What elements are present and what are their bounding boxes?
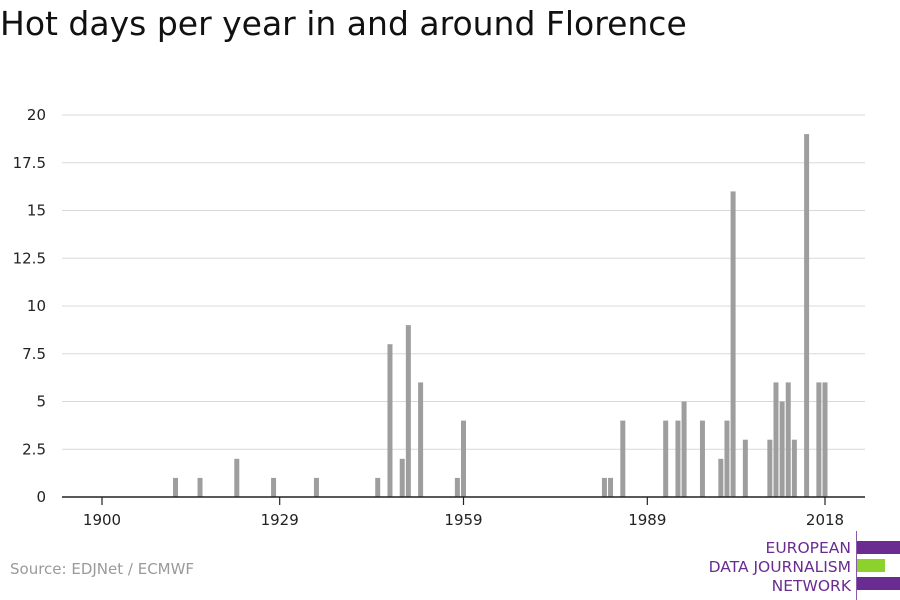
y-tick-label: 20: [27, 106, 46, 124]
bar: [405, 325, 411, 497]
bar: [724, 420, 730, 497]
source-note: Source: EDJNet / ECMWF: [10, 560, 195, 578]
bar: [601, 477, 607, 497]
logo-line-3: NETWORK: [771, 577, 851, 595]
bar: [399, 458, 405, 497]
bar: [742, 439, 748, 497]
bar-chart: 0 2.5 5 7.5 10 12.5 15 17.5 20 1900 1929 1959 1989 2…: [13, 106, 865, 529]
logo-line-1: EUROPEAN: [765, 539, 851, 557]
grid-lines: [62, 114, 865, 450]
logo-text: EUROPEAN DATA JOURNALISM NETWORK: [709, 539, 851, 596]
bar: [804, 134, 810, 497]
bar: [375, 477, 381, 497]
bar: [816, 382, 822, 497]
logo-line-2: DATA JOURNALISM: [708, 558, 851, 576]
bar: [822, 382, 828, 497]
x-tick-label: 1929: [261, 511, 299, 529]
chart-title: Hot days per year in and around Florence: [0, 4, 687, 43]
bar: [197, 477, 203, 497]
bars: [173, 134, 828, 497]
bar: [663, 420, 669, 497]
x-tick-label: 1959: [444, 511, 482, 529]
y-axis-labels: 0 2.5 5 7.5 10 12.5 15 17.5 20: [13, 106, 46, 506]
bar: [418, 382, 424, 497]
bar: [681, 401, 687, 497]
bar: [271, 477, 277, 497]
bar: [387, 344, 393, 497]
bar: [461, 420, 466, 497]
x-tick-label: 1989: [628, 511, 666, 529]
bar: [767, 439, 773, 497]
y-tick-label: 7.5: [22, 345, 46, 363]
y-tick-label: 15: [27, 202, 46, 220]
bar: [620, 420, 626, 497]
y-tick-label: 5: [36, 393, 46, 411]
bar: [773, 382, 779, 497]
x-axis: 1900 1929 1959 1989 2018: [62, 496, 865, 529]
logo-bar-top: [857, 541, 900, 554]
logo-bar-middle: [857, 559, 885, 572]
bar: [785, 382, 791, 497]
bar: [779, 401, 785, 497]
y-tick-label: 10: [27, 297, 46, 315]
bar: [699, 420, 705, 497]
logo-divider: [856, 531, 857, 600]
x-tick-label: 2018: [806, 511, 844, 529]
bar: [675, 420, 681, 497]
x-tick-label: 1900: [83, 511, 121, 529]
logo-bar-bottom: [857, 577, 900, 590]
bar: [313, 477, 319, 497]
y-tick-label: 12.5: [13, 249, 46, 267]
bar: [730, 191, 736, 497]
bar: [791, 439, 797, 497]
y-tick-label: 2.5: [22, 440, 46, 458]
bar: [234, 458, 240, 497]
bar: [454, 477, 460, 497]
bar: [718, 458, 724, 497]
y-tick-label: 17.5: [13, 154, 46, 172]
edjnet-logo: EUROPEAN DATA JOURNALISM NETWORK: [705, 531, 900, 600]
bar: [608, 477, 614, 497]
bar: [173, 477, 179, 497]
y-tick-label: 0: [36, 488, 46, 506]
